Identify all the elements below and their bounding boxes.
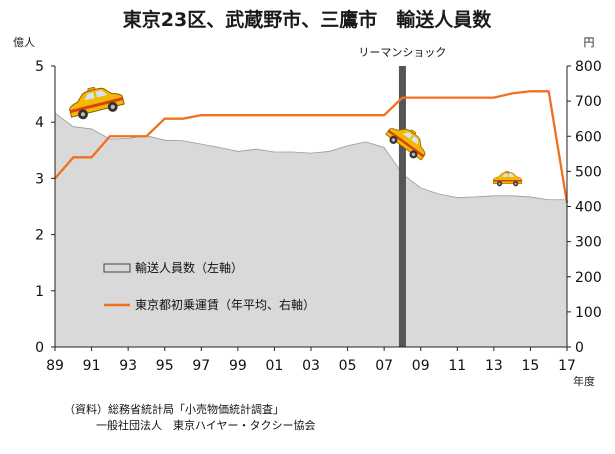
- x-tick-label: 95: [156, 358, 174, 374]
- left-tick-label: 0: [35, 340, 44, 356]
- lehman-shock-label: リーマンショック: [358, 46, 446, 59]
- right-tick-label: 300: [575, 235, 602, 251]
- ridership-area: [54, 112, 568, 348]
- right-tick-label: 0: [575, 340, 584, 356]
- right-tick-label: 200: [575, 270, 602, 286]
- fare-line: [54, 90, 569, 204]
- right-tick-label: 500: [575, 164, 602, 180]
- left-tick-label: 4: [35, 115, 44, 131]
- left-tick-label: 5: [35, 59, 44, 75]
- right-tick-label: 100: [575, 305, 602, 321]
- source-line-1: （資料）総務省統計局「小売物価統計調査」: [64, 402, 284, 416]
- x-tick-label: 13: [485, 358, 503, 374]
- left-tick-label: 3: [35, 171, 44, 187]
- x-tick-label: 93: [119, 358, 137, 374]
- x-tick-label: 05: [339, 358, 357, 374]
- left-tick-label: 2: [35, 228, 44, 244]
- x-tick-label: 07: [375, 358, 393, 374]
- right-tick-label: 700: [575, 94, 602, 110]
- taxi-icon: [493, 171, 523, 187]
- x-tick-label: 99: [229, 358, 247, 374]
- x-tick-label: 89: [46, 358, 64, 374]
- left-axis-unit: 億人: [13, 36, 35, 49]
- x-tick-label: 97: [192, 358, 210, 374]
- legend-label-fare: 東京都初乗運賃（年平均、右軸）: [135, 297, 315, 312]
- x-tick-label: 15: [522, 358, 540, 374]
- right-tick-label: 600: [575, 129, 602, 145]
- right-tick-label: 400: [575, 200, 602, 216]
- source-line-2: 一般社団法人 東京ハイヤー・タクシー協会: [96, 418, 315, 432]
- x-tick-label: 91: [83, 358, 101, 374]
- area-layer: [54, 112, 568, 348]
- legend: 輸送人員数（左軸） 東京都初乗運賃（年平均、右軸）: [103, 260, 315, 312]
- legend-label-ridership: 輸送人員数（左軸）: [135, 260, 243, 275]
- line-layer: [54, 90, 569, 204]
- taxi-icon: [65, 80, 126, 123]
- x-tick-label: 01: [266, 358, 284, 374]
- x-tick-label: 09: [412, 358, 430, 374]
- x-tick-label: 11: [448, 358, 466, 374]
- legend-swatch-area: [103, 263, 131, 273]
- x-tick-label: 03: [302, 358, 320, 374]
- x-tick-label: 17: [558, 358, 576, 374]
- chart-title: 東京23区、武蔵野市、三鷹市 輸送人員数: [123, 8, 492, 31]
- x-axis-label: 年度: [573, 374, 595, 388]
- lehman-bar-layer: [398, 66, 406, 347]
- right-axis-unit: 円: [584, 36, 595, 49]
- lehman-shock-bar: [398, 66, 406, 347]
- right-tick-label: 800: [575, 59, 602, 75]
- left-tick-label: 1: [35, 284, 44, 300]
